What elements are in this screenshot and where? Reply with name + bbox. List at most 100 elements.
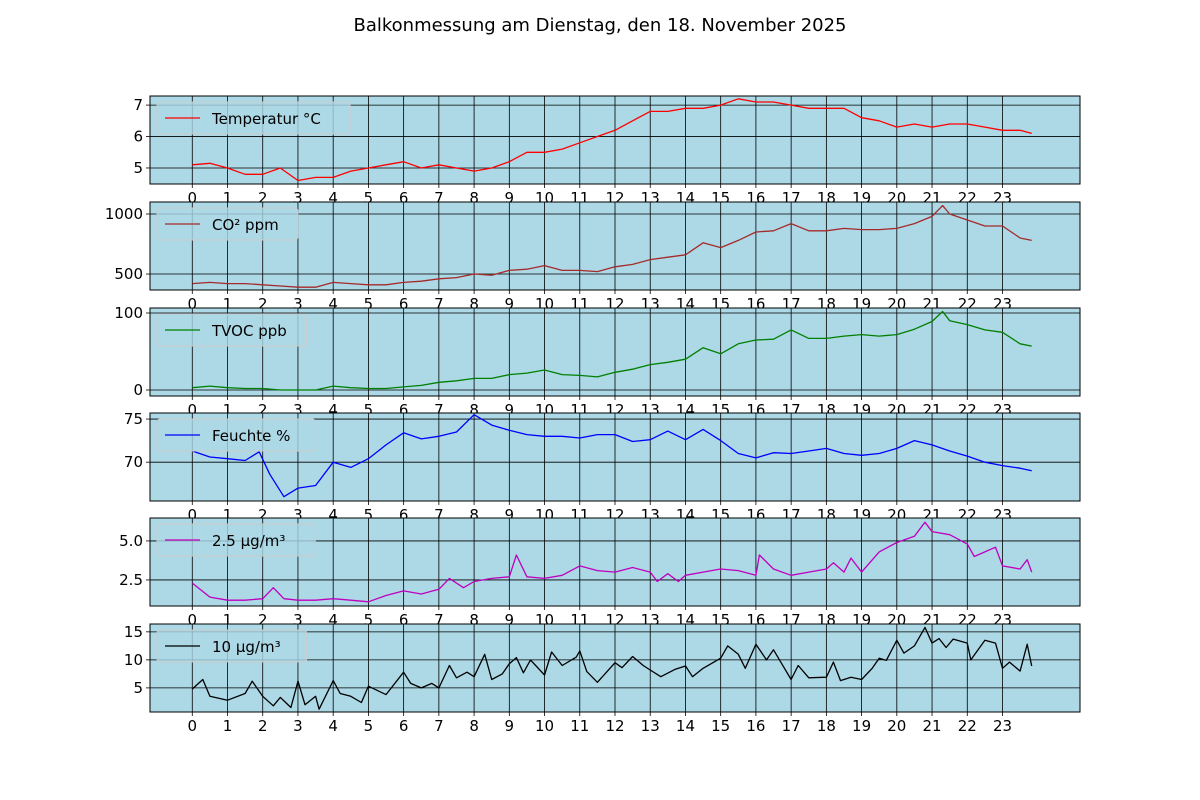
x-tick-label: 9 (505, 717, 515, 735)
subplot: 0 1 2 3 4 5 6 7 8 9 10 11 12 13 14 15 16 17 18 19 20 21 22 2351… (124, 623, 1081, 735)
x-tick-label: 8 (469, 401, 479, 419)
x-tick-label: 1 (223, 611, 233, 629)
legend-label: Temperatur °C (211, 110, 321, 128)
series-line (192, 310, 1032, 391)
x-tick-label: 6 (399, 611, 409, 629)
axes-frame (149, 201, 1081, 291)
x-tick-label: 18 (817, 717, 836, 735)
legend-box (156, 101, 351, 135)
axes-frame (149, 95, 1081, 185)
x-tick-label: 8 (469, 506, 479, 524)
x-tick-label: 4 (328, 506, 338, 524)
series-line (191, 626, 1033, 710)
legend-box (156, 313, 308, 347)
legend-label: 10 µg/m³ (212, 638, 281, 656)
legend-box (156, 523, 316, 557)
x-tick-label: 5 (364, 295, 374, 313)
x-tick-label: 4 (328, 401, 338, 419)
axes-frame (149, 517, 1081, 607)
x-tick-label: 0 (187, 611, 197, 629)
y-tick-label: 75 (124, 410, 143, 428)
x-tick-label: 7 (434, 611, 444, 629)
x-tick-label: 5 (364, 189, 374, 207)
legend: TVOC ppb (156, 313, 308, 347)
y-tick-label: 6 (133, 128, 143, 146)
legend-box (156, 207, 299, 241)
x-tick-label: 11 (570, 717, 589, 735)
axes-frame (149, 412, 1081, 502)
subplot: 0 1 2 3 4 5 6 7 8 9 10 11 12 13 14 15 16 17 18 19 20 21 22 2301… (114, 304, 1081, 419)
axes-frame (149, 307, 1081, 397)
x-tick-label: 2 (258, 189, 268, 207)
x-tick-label: 2 (258, 611, 268, 629)
x-tick-label: 8 (469, 717, 479, 735)
x-tick-label: 19 (852, 717, 871, 735)
x-tick-label: 3 (293, 401, 303, 419)
y-tick-label: 1000 (105, 205, 143, 223)
legend: Feuchte % (156, 418, 316, 452)
axes-frame (149, 623, 1081, 713)
x-tick-label: 1 (223, 717, 233, 735)
x-tick-label: 0 (187, 401, 197, 419)
x-tick-label: 7 (434, 295, 444, 313)
x-tick-label: 20 (887, 717, 906, 735)
x-tick-label: 5 (364, 717, 374, 735)
x-tick-label: 9 (505, 506, 515, 524)
x-tick-label: 7 (434, 506, 444, 524)
legend-label: Feuchte % (212, 427, 290, 445)
x-tick-label: 1 (223, 189, 233, 207)
x-tick-label: 0 (187, 189, 197, 207)
y-tick-label: 2.5 (119, 571, 143, 589)
x-tick-label: 13 (641, 717, 660, 735)
x-tick-label: 3 (293, 611, 303, 629)
x-tick-label: 5 (364, 401, 374, 419)
x-tick-label: 14 (676, 717, 695, 735)
x-tick-label: 2 (258, 717, 268, 735)
x-tick-label: 4 (328, 189, 338, 207)
legend-label: TVOC ppb (211, 322, 287, 340)
legend-box (156, 629, 308, 663)
x-tick-label: 9 (505, 295, 515, 313)
legend: 2.5 µg/m³ (156, 523, 316, 557)
x-tick-label: 22 (958, 717, 977, 735)
x-tick-label: 6 (399, 717, 409, 735)
x-tick-label: 4 (328, 717, 338, 735)
x-tick-label: 5 (364, 506, 374, 524)
series-line (192, 204, 1032, 288)
legend: CO² ppm (156, 207, 299, 241)
x-tick-label: 21 (922, 717, 941, 735)
x-tick-label: 9 (505, 611, 515, 629)
series-line (192, 414, 1032, 498)
subplot: 0 1 2 3 4 5 6 7 8 9 10 11 12 13 14 15 16 17 18 19 20 21 22 232.… (119, 517, 1081, 629)
x-tick-label: 7 (434, 189, 444, 207)
x-tick-label: 8 (469, 295, 479, 313)
x-tick-label: 8 (469, 611, 479, 629)
x-tick-label: 17 (782, 717, 801, 735)
x-tick-label: 12 (605, 717, 624, 735)
chart-title: Balkonmessung am Dienstag, den 18. Novem… (353, 15, 846, 36)
y-tick-label: 0 (133, 381, 143, 399)
x-tick-label: 1 (223, 506, 233, 524)
subplots: 0 1 2 3 4 5 6 7 8 9 10 11 12 13 14 15 16 17 18 19 20 21 22 2356… (105, 95, 1081, 735)
x-tick-label: 6 (399, 189, 409, 207)
x-tick-label: 15 (711, 717, 730, 735)
x-tick-label: 2 (258, 401, 268, 419)
y-tick-label: 5.0 (119, 532, 143, 550)
legend-label: CO² ppm (212, 216, 279, 234)
x-tick-label: 2 (258, 506, 268, 524)
x-tick-label: 1 (223, 401, 233, 419)
x-tick-label: 4 (328, 295, 338, 313)
legend: Temperatur °C (156, 101, 351, 135)
x-tick-label: 0 (187, 295, 197, 313)
x-tick-label: 3 (293, 295, 303, 313)
subplot: 0 1 2 3 4 5 6 7 8 9 10 11 12 13 14 15 16 17 18 19 20 21 22 2356… (133, 95, 1081, 207)
x-tick-label: 1 (223, 295, 233, 313)
legend-box (156, 418, 316, 452)
y-tick-label: 7 (133, 96, 143, 114)
x-tick-label: 8 (469, 189, 479, 207)
series-line (192, 98, 1032, 182)
x-tick-label: 7 (434, 717, 444, 735)
y-tick-label: 10 (124, 651, 143, 669)
y-tick-label: 100 (114, 304, 143, 322)
